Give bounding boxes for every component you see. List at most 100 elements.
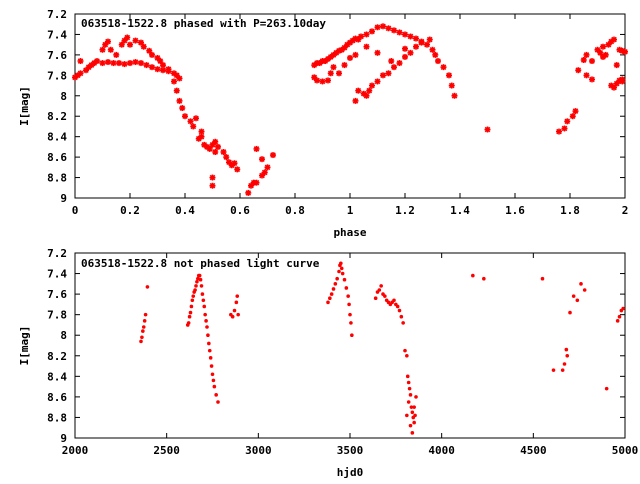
- panel1-xtick-label: 0.8: [285, 204, 305, 217]
- panel1-data-point: [380, 72, 386, 79]
- panel1-xtick-label: 1.8: [560, 204, 580, 217]
- panel2-ytick-label: 8: [60, 329, 67, 342]
- panel1-data-point: [561, 125, 568, 132]
- panel2-data-point: [383, 294, 387, 298]
- panel1-data-point: [347, 54, 353, 61]
- panel2-data-point: [344, 286, 349, 290]
- panel1-ytick-label: 7.6: [47, 49, 67, 62]
- panel2-data-point: [195, 279, 199, 284]
- panel1-data-point: [583, 72, 590, 79]
- panel1-data-point: [583, 51, 590, 58]
- panel1-data-point: [391, 27, 397, 34]
- panel2-data-point: [190, 298, 195, 303]
- panel1-data-point: [402, 31, 408, 38]
- panel2-ytick-label: 8.4: [47, 370, 67, 383]
- panel1-data-point: [149, 64, 155, 71]
- panel1-data-point: [157, 58, 164, 65]
- panel2-data-point: [410, 410, 415, 415]
- panel2-ytick-label: 9: [60, 432, 67, 445]
- panel2-data-point: [621, 306, 625, 311]
- panel1-data-point: [198, 128, 205, 135]
- panel2-data-point: [551, 368, 556, 372]
- panel1-data-point: [556, 128, 562, 135]
- panel1-data-point: [160, 62, 166, 69]
- panel1-data-point: [253, 145, 260, 152]
- panel2-data-point: [406, 400, 411, 404]
- panel1-data-point: [138, 39, 144, 46]
- panel1-data-point: [611, 84, 617, 91]
- panel2-data-point: [211, 378, 216, 383]
- panel2-data-point: [582, 288, 587, 292]
- panel2-data-point: [340, 271, 345, 276]
- panel2-data-point: [414, 395, 418, 399]
- panel2-data-point: [339, 261, 343, 266]
- panel2-ytick-label: 7.2: [47, 247, 67, 260]
- panel1-data-point: [99, 46, 106, 53]
- panel1-data-point: [435, 58, 441, 65]
- panel2-data-point: [208, 356, 213, 360]
- panel1-data-point: [198, 133, 205, 140]
- panel2-xtick-label: 2000: [62, 444, 89, 457]
- panel2-data-point: [202, 304, 207, 309]
- panel2-data-point: [207, 341, 211, 346]
- panel1-data-point: [149, 51, 155, 58]
- panel1-ytick-label: 7.2: [47, 8, 67, 21]
- panel2-xtick-label: 2500: [153, 444, 180, 457]
- panel2-data-point: [615, 319, 620, 323]
- panel1-data-point: [380, 23, 386, 30]
- panel1-data-point: [429, 46, 436, 53]
- panel1-data-point: [418, 39, 425, 46]
- panel2-data-point: [203, 312, 207, 317]
- panel2-chart-title: 063518-1522.8 not phased light curve: [81, 257, 320, 270]
- panel1-data-point: [622, 48, 628, 55]
- panel2-data-point: [406, 380, 411, 385]
- panel1-data-point: [132, 37, 139, 44]
- panel1-data-point: [564, 118, 571, 125]
- panel1-data-point: [402, 45, 408, 52]
- panel2-y-axis-label: I[mag]: [18, 326, 31, 366]
- panel2-data-point: [405, 374, 410, 379]
- panel2-data-point: [209, 364, 214, 368]
- panel1-data-point: [325, 77, 331, 84]
- panel2-data-point: [145, 285, 150, 289]
- panel2-data-point: [346, 294, 350, 298]
- panel1-data-point: [77, 58, 84, 65]
- panel1-data-point: [107, 46, 114, 53]
- panel1-data-point: [330, 64, 337, 71]
- panel1-data-point: [190, 123, 197, 130]
- panel2-data-point: [392, 298, 396, 303]
- panel2-data-point: [412, 405, 416, 409]
- panel1-data-point: [413, 43, 419, 50]
- panel1-data-point: [165, 66, 172, 73]
- panel1-data-point: [314, 77, 320, 84]
- panel1-data-point: [264, 164, 271, 171]
- panel1-data-point: [619, 76, 626, 83]
- panel1-ytick-label: 8: [60, 90, 67, 103]
- panel1-data-point: [613, 62, 620, 69]
- panel1-data-point: [396, 60, 403, 67]
- panel2-data-point: [142, 319, 147, 323]
- panel1-data-point: [121, 61, 128, 68]
- panel2-data-point: [407, 386, 412, 391]
- panel1-data-point: [110, 60, 117, 67]
- panel1-data-point: [611, 36, 617, 43]
- panel2-data-point: [216, 400, 220, 404]
- panel2-data-point: [565, 353, 570, 358]
- panel2-ytick-label: 8.8: [47, 411, 67, 424]
- panel2-data-point: [347, 302, 351, 307]
- panel2-data-point: [235, 294, 240, 298]
- panel1-data-point: [319, 78, 326, 85]
- panel1-data-point: [451, 92, 458, 99]
- panel2-data-point: [143, 312, 148, 317]
- panel2-data-point: [333, 282, 338, 286]
- panel1-data-point: [448, 82, 455, 89]
- panel1-data-point: [440, 64, 447, 71]
- panel1-data-point: [132, 59, 139, 66]
- panel2-xtick-label: 3000: [245, 444, 272, 457]
- panel1-data-point: [572, 108, 579, 115]
- panel1-data-point: [171, 78, 177, 85]
- panel2-data-point: [617, 314, 622, 319]
- panel2-data-point: [397, 308, 402, 313]
